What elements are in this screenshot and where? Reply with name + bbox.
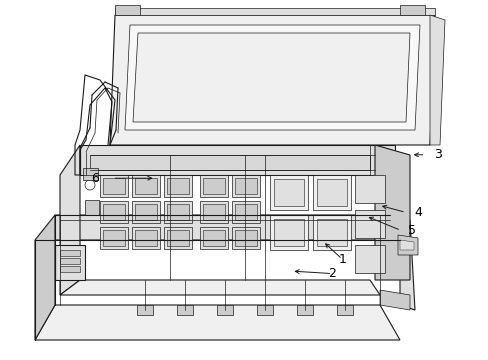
- Polygon shape: [35, 305, 399, 340]
- Polygon shape: [135, 230, 157, 246]
- Polygon shape: [85, 200, 99, 215]
- Polygon shape: [397, 235, 417, 255]
- Polygon shape: [103, 204, 125, 220]
- Polygon shape: [379, 290, 409, 310]
- Polygon shape: [163, 201, 192, 223]
- Polygon shape: [167, 230, 189, 246]
- Text: 6: 6: [91, 172, 99, 185]
- Polygon shape: [269, 175, 307, 210]
- Polygon shape: [60, 280, 379, 295]
- Polygon shape: [200, 227, 227, 249]
- Polygon shape: [389, 215, 414, 310]
- Polygon shape: [167, 178, 189, 194]
- Polygon shape: [354, 175, 384, 203]
- Polygon shape: [132, 175, 160, 197]
- Polygon shape: [354, 210, 384, 238]
- Polygon shape: [163, 227, 192, 249]
- Polygon shape: [316, 219, 346, 246]
- Text: 5: 5: [407, 224, 415, 237]
- Polygon shape: [55, 245, 85, 280]
- Polygon shape: [354, 245, 384, 273]
- Polygon shape: [316, 179, 346, 206]
- Polygon shape: [217, 305, 232, 315]
- Polygon shape: [203, 230, 224, 246]
- Polygon shape: [374, 145, 409, 280]
- Polygon shape: [60, 266, 80, 272]
- Polygon shape: [231, 175, 260, 197]
- Polygon shape: [399, 5, 424, 15]
- Polygon shape: [115, 5, 140, 15]
- Polygon shape: [273, 179, 304, 206]
- Polygon shape: [60, 145, 80, 295]
- Polygon shape: [231, 201, 260, 223]
- Polygon shape: [103, 178, 125, 194]
- Polygon shape: [269, 215, 307, 250]
- Polygon shape: [399, 240, 413, 250]
- Text: 3: 3: [433, 148, 441, 161]
- Polygon shape: [110, 15, 434, 145]
- Polygon shape: [132, 227, 160, 249]
- Polygon shape: [55, 215, 399, 240]
- Polygon shape: [203, 204, 224, 220]
- Polygon shape: [167, 204, 189, 220]
- Polygon shape: [163, 175, 192, 197]
- Polygon shape: [200, 175, 227, 197]
- Polygon shape: [177, 305, 193, 315]
- Polygon shape: [312, 215, 350, 250]
- Polygon shape: [35, 215, 55, 340]
- Polygon shape: [312, 175, 350, 210]
- Polygon shape: [257, 305, 272, 315]
- Polygon shape: [100, 227, 128, 249]
- Polygon shape: [60, 250, 80, 256]
- Polygon shape: [83, 168, 98, 180]
- Polygon shape: [90, 155, 369, 170]
- Polygon shape: [100, 175, 128, 197]
- Text: 4: 4: [413, 206, 421, 219]
- Polygon shape: [200, 201, 227, 223]
- Polygon shape: [336, 305, 352, 315]
- Polygon shape: [135, 178, 157, 194]
- Polygon shape: [203, 178, 224, 194]
- Polygon shape: [103, 230, 125, 246]
- Polygon shape: [125, 25, 419, 130]
- Polygon shape: [235, 204, 257, 220]
- Polygon shape: [80, 145, 394, 175]
- Polygon shape: [231, 227, 260, 249]
- Polygon shape: [132, 201, 160, 223]
- Text: 2: 2: [328, 267, 336, 280]
- Polygon shape: [137, 305, 153, 315]
- Text: 1: 1: [338, 253, 346, 266]
- Polygon shape: [133, 33, 409, 122]
- Polygon shape: [135, 204, 157, 220]
- Polygon shape: [100, 201, 128, 223]
- Polygon shape: [429, 15, 444, 145]
- Polygon shape: [273, 219, 304, 246]
- Polygon shape: [296, 305, 312, 315]
- Polygon shape: [235, 178, 257, 194]
- Polygon shape: [115, 8, 434, 15]
- Polygon shape: [235, 230, 257, 246]
- Polygon shape: [60, 258, 80, 264]
